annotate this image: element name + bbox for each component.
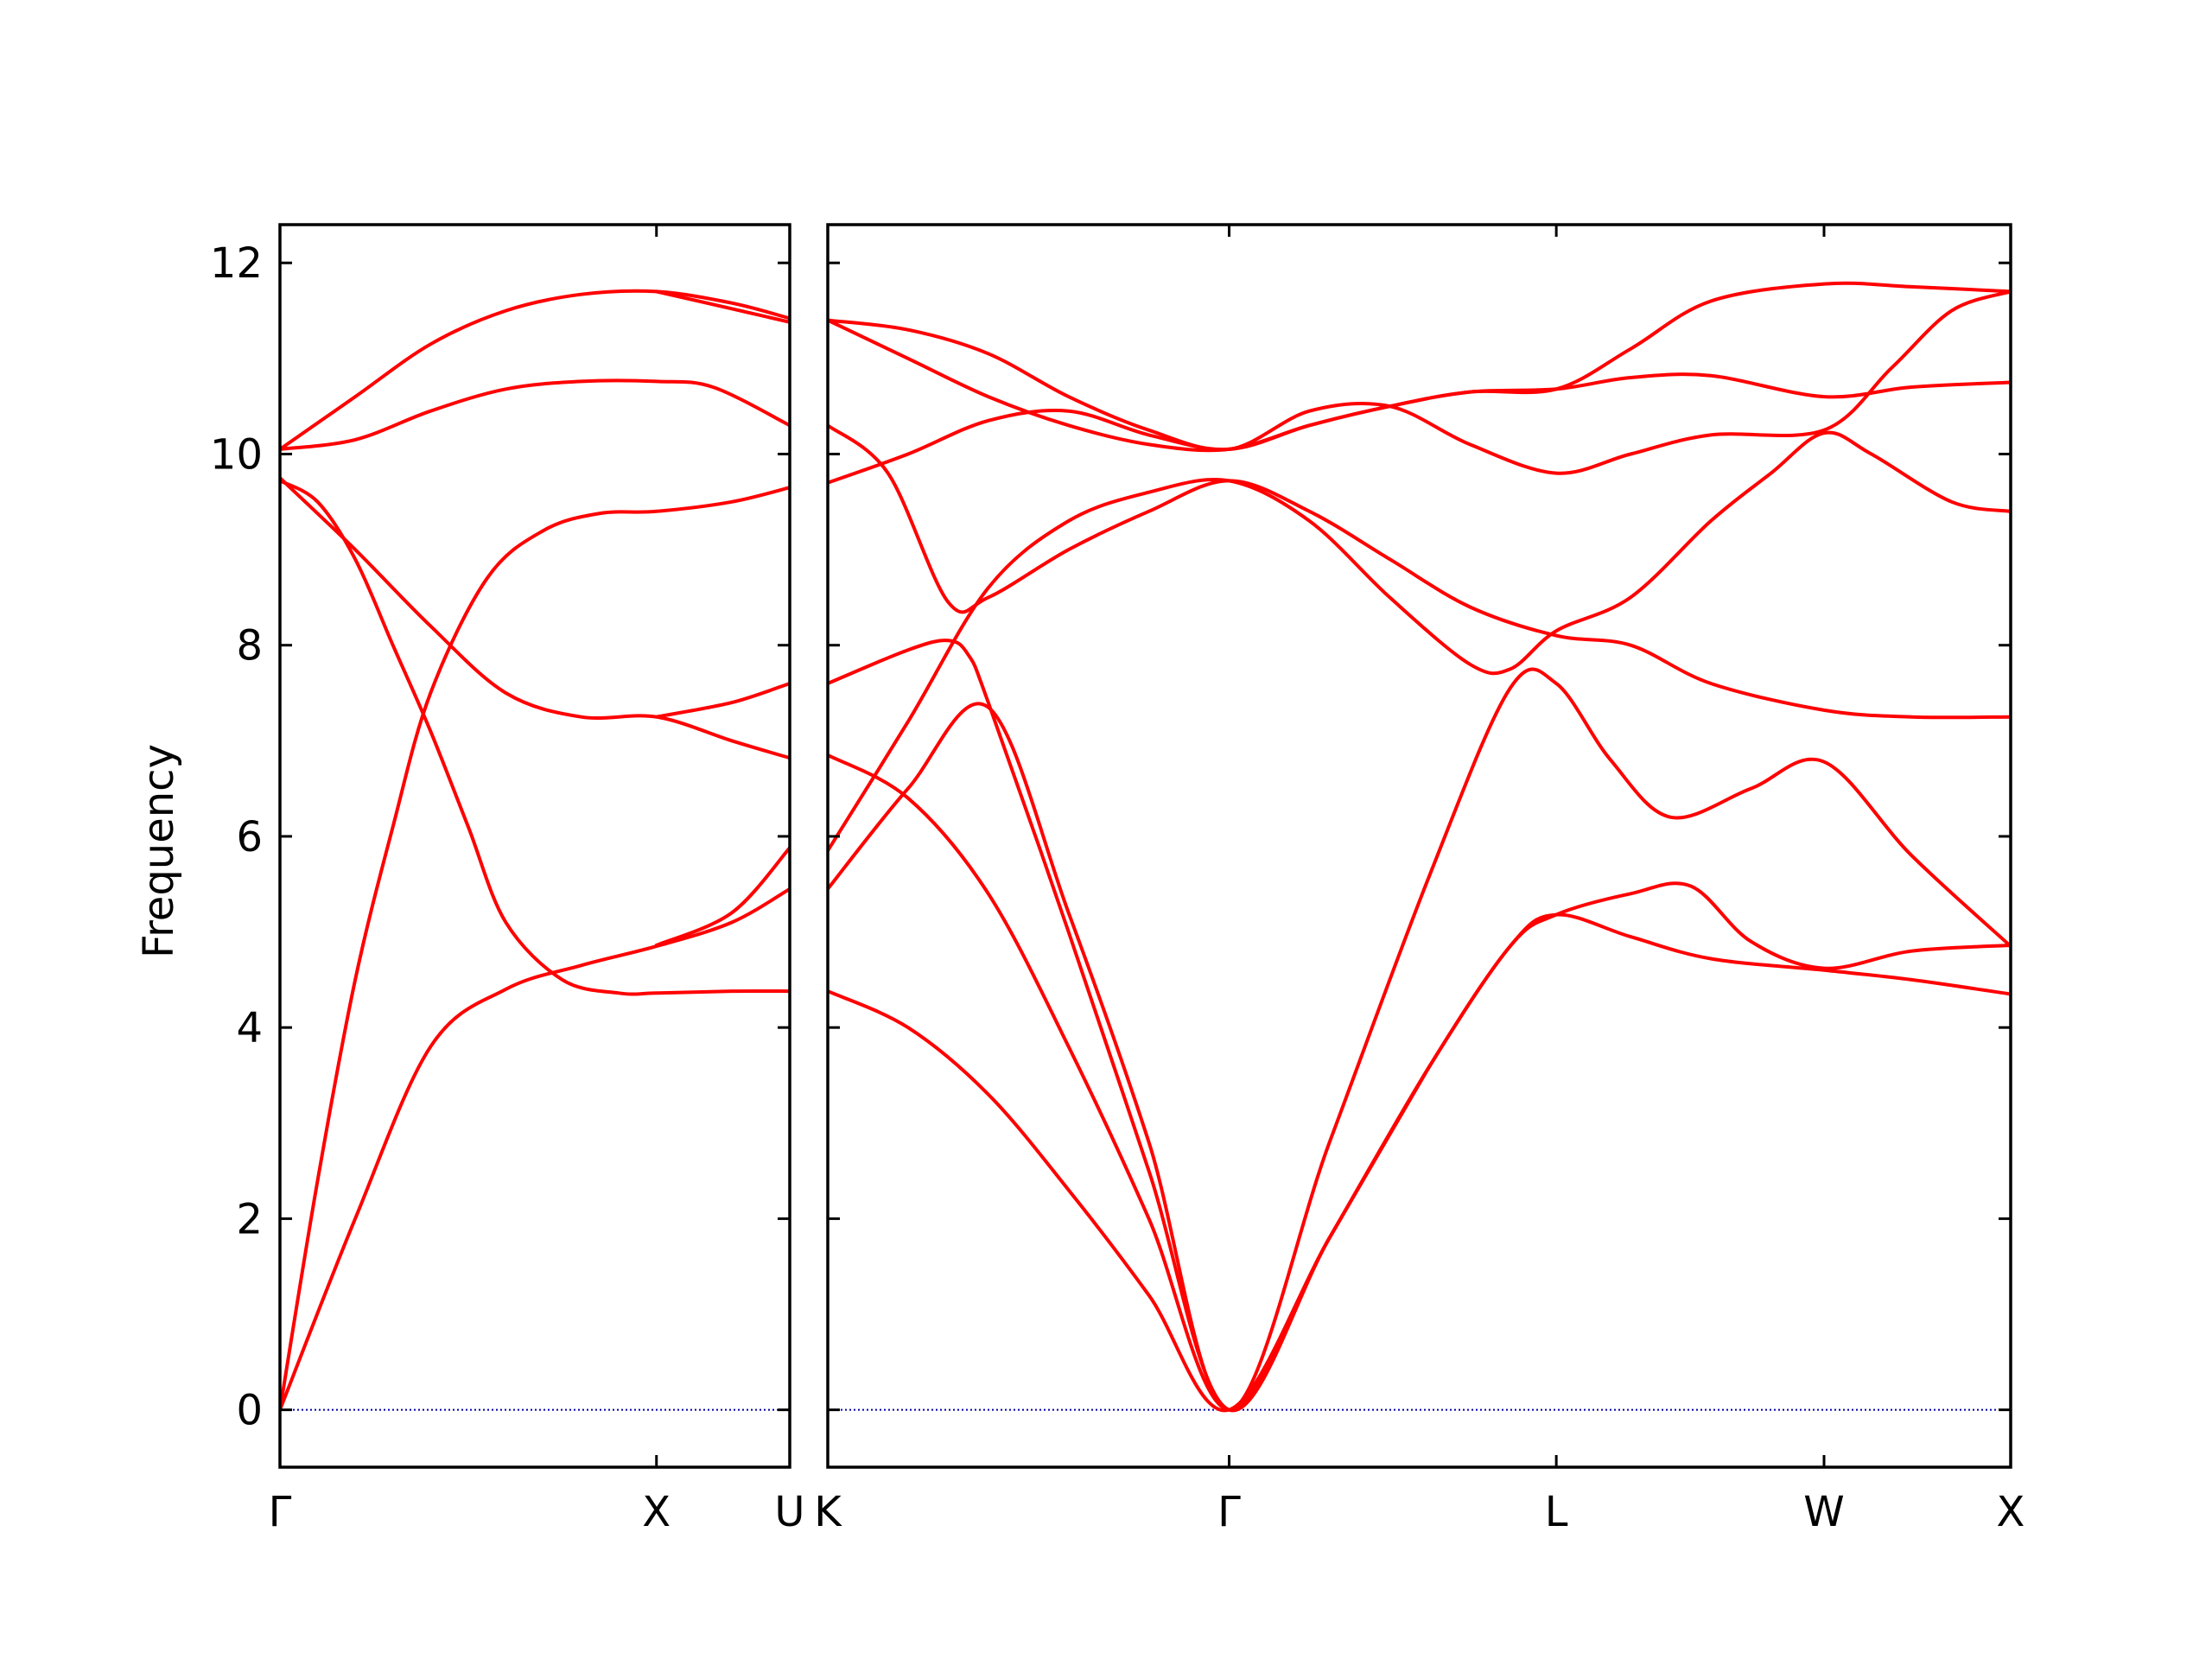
- y-tick-label: 4: [236, 1004, 263, 1052]
- band-line-9: [654, 289, 790, 324]
- y-tick-label: 8: [236, 622, 263, 671]
- band-line-7: [828, 423, 2011, 720]
- x-tick-label: K: [814, 1488, 842, 1536]
- band-line-8: [654, 682, 790, 719]
- panel-1: 0 2 4 6 8 10 12 Γ X U: [210, 223, 805, 1536]
- band-line-8: [828, 289, 2011, 475]
- band-line-1: [828, 912, 2011, 1413]
- band-line-3: [280, 479, 790, 996]
- band-line-3: [828, 430, 2011, 853]
- band-line-6: [280, 289, 790, 451]
- band-line-9: [828, 281, 2011, 453]
- plot-frame: [826, 223, 2012, 1469]
- band-line-4: [280, 476, 790, 760]
- panels-layer: 0 2 4 6 8 10 12 Γ X U K Γ L W X: [210, 223, 2025, 1536]
- x-tick-label: X: [1997, 1488, 2025, 1536]
- x-tick-label: W: [1803, 1488, 1844, 1536]
- y-tick-label: 2: [236, 1195, 263, 1243]
- y-tick-label: 0: [236, 1387, 263, 1435]
- plot-frame: [278, 223, 791, 1469]
- band-line-7: [654, 846, 790, 947]
- y-tick-label: 10: [210, 430, 263, 479]
- band-line-5: [828, 639, 1432, 1413]
- x-tick-label: U: [774, 1488, 804, 1536]
- band-line-1: [280, 887, 790, 1412]
- bands: [280, 289, 790, 1412]
- band-line-2: [280, 486, 790, 1412]
- x-tick-label: L: [1545, 1488, 1568, 1536]
- x-tick-label: Γ: [1217, 1488, 1241, 1536]
- band-line-2: [828, 667, 2011, 1412]
- y-axis-title: Frequency: [135, 744, 183, 958]
- x-tick-label: X: [642, 1488, 671, 1536]
- y-tick-label: 6: [236, 813, 263, 861]
- bands: [828, 281, 2011, 1413]
- band-line-5: [280, 378, 790, 451]
- x-tick-label: Γ: [269, 1488, 292, 1536]
- band-line-6: [828, 372, 2011, 485]
- y-tick-label: 12: [210, 239, 263, 288]
